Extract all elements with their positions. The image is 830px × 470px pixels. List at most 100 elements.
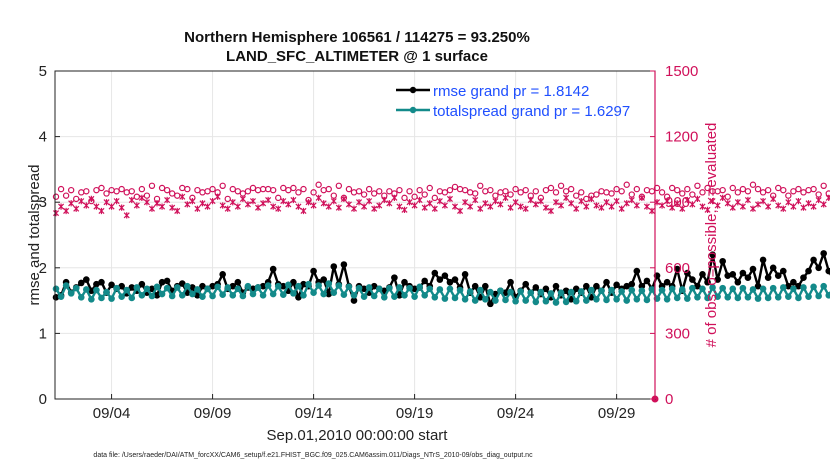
totalspread-point	[638, 287, 646, 295]
obs-evaluated-point	[401, 206, 408, 213]
plot-frame	[54, 70, 656, 400]
grid-lines	[55, 70, 655, 400]
totalspread-point	[269, 290, 277, 298]
rmse-point	[320, 276, 327, 283]
obs-evaluated-point	[446, 195, 453, 203]
totalspread-point	[785, 293, 792, 300]
obs-possible-point	[416, 186, 423, 194]
totalspread-point	[244, 282, 252, 290]
obs-possible-point	[83, 188, 90, 195]
totalspread-point	[744, 294, 752, 301]
totalspread-point	[542, 297, 550, 305]
rmse-point	[269, 265, 277, 273]
obs-evaluated-point	[502, 194, 509, 201]
obs-evaluated-point	[532, 201, 539, 208]
totalspread-point	[618, 288, 625, 295]
obs-evaluated-point	[603, 199, 610, 206]
rmse-point	[583, 282, 590, 290]
left-y-ticks: 0 1 2 3 4 5	[39, 63, 60, 408]
obs-evaluated-point	[684, 196, 691, 204]
obs-evaluated-point	[300, 207, 307, 215]
rmse-point	[552, 282, 560, 290]
obs-possible-point	[719, 186, 726, 194]
totalspread-point	[335, 282, 343, 289]
rmse-point	[562, 287, 570, 295]
obs-evaluated-point	[623, 200, 630, 207]
totalspread-point	[416, 283, 423, 291]
right-y-tick-label: 1200	[665, 129, 698, 146]
obs-evaluated-point	[108, 203, 115, 210]
rmse-point	[714, 276, 721, 283]
rmse-point	[98, 278, 105, 286]
obs-possible-point	[648, 188, 656, 195]
totalspread-point	[769, 284, 777, 292]
totalspread-point	[774, 294, 782, 301]
obs-evaluated-point	[820, 201, 827, 208]
obs-evaluated-point	[714, 202, 721, 209]
obs-possible-point	[623, 181, 630, 188]
obs-possible-point	[472, 190, 479, 197]
totalspread-point	[103, 288, 110, 296]
totalspread-point	[249, 290, 257, 298]
totalspread-point	[300, 292, 307, 299]
obs-evaluated-point	[441, 202, 448, 209]
obs-possible-point	[118, 185, 125, 193]
obs-possible-point	[360, 191, 368, 198]
legend-rmse-label: rmse grand pr = 1.8142	[433, 83, 589, 100]
rmse-point	[694, 282, 701, 290]
obs-possible-point	[52, 193, 60, 200]
y-tick-label: 3	[39, 194, 47, 211]
obs-possible-point	[93, 186, 100, 194]
obs-evaluated-point	[98, 207, 105, 215]
obs-evaluated-point	[340, 195, 347, 203]
obs-possible-point	[209, 185, 216, 193]
totalspread-point	[401, 292, 408, 299]
totalspread-point	[153, 283, 161, 291]
rmse-point	[118, 282, 125, 290]
obs-possible-point	[729, 184, 736, 192]
totalspread-point	[138, 292, 146, 299]
rmse-point	[77, 279, 85, 287]
obs-evaluated-point	[239, 195, 246, 203]
obs-possible-point	[744, 188, 752, 195]
rmse-point	[638, 282, 646, 290]
totalspread-point	[391, 293, 398, 300]
rmse-point	[436, 276, 444, 283]
totalspread-point	[426, 285, 434, 293]
x-tick-label: 09/09	[194, 405, 232, 422]
obs-evaluated-point	[361, 203, 368, 210]
obs-possible-point	[396, 186, 403, 194]
obs-evaluated-point	[184, 201, 191, 208]
rmse-point	[593, 282, 600, 290]
rmse-point	[421, 277, 428, 285]
x-axis-label: Sep.01,2010 00:00:00 start	[267, 427, 449, 444]
x-ticks: 09/04 09/09 09/14 09/19 09/24 09/29	[93, 394, 635, 422]
obs-possible-point	[254, 186, 262, 194]
totalspread-point	[204, 285, 211, 293]
totalspread-point	[663, 295, 671, 303]
rmse-point	[158, 278, 166, 286]
totalspread-point	[264, 282, 272, 289]
obs-possible-point	[552, 189, 560, 196]
obs-possible-point	[628, 191, 635, 198]
obs-evaluated-point	[406, 199, 413, 206]
rmse-point	[759, 256, 767, 264]
obs-possible-point	[249, 184, 257, 192]
rmse-point	[88, 287, 95, 295]
totalspread-point	[365, 284, 373, 291]
obs-evaluated-point	[810, 203, 817, 210]
obs-evaluated-point	[608, 203, 615, 210]
rmse-point	[471, 282, 479, 290]
obs-possible-point	[325, 185, 332, 193]
totalspread-point	[325, 280, 333, 287]
obs-possible-point	[310, 189, 317, 196]
rmse-point	[699, 271, 706, 278]
obs-possible-point	[224, 195, 231, 203]
totalspread-point	[487, 288, 494, 296]
rmse-point	[93, 280, 100, 288]
rmse-point	[330, 263, 338, 270]
obs-possible-point	[148, 182, 156, 189]
obs-possible-point	[275, 194, 282, 202]
obs-possible-point	[174, 192, 181, 199]
obs-evaluated-point	[547, 207, 554, 215]
